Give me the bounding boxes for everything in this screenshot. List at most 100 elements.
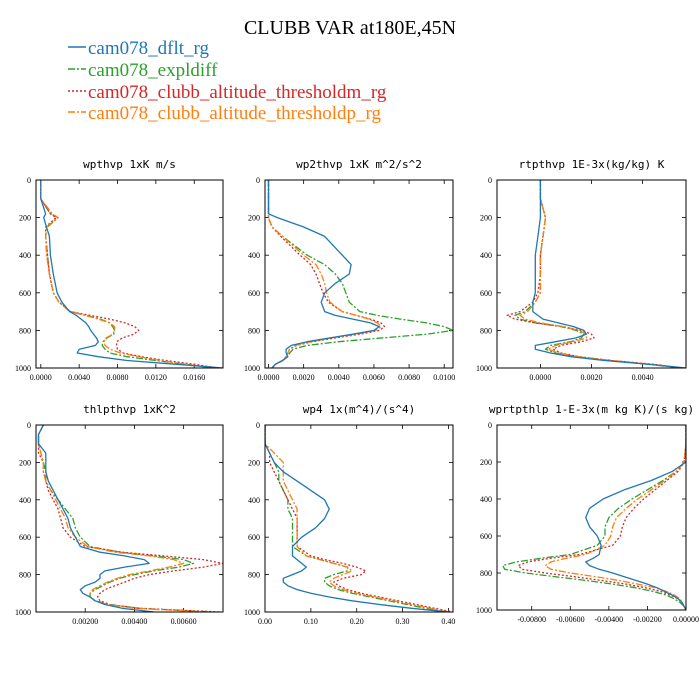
panel-4-ytick-label: 200 xyxy=(19,458,31,467)
panel-2-ytick-label: 0 xyxy=(256,176,260,185)
panel-3-frame xyxy=(496,179,687,369)
panel-1-title: wpthvp 1xK m/s xyxy=(83,158,176,171)
panel-1-xtick-label: 0.0080 xyxy=(107,373,129,382)
panel-1-ytick-label: 0 xyxy=(27,176,31,185)
panel-3-series-1 xyxy=(532,180,686,368)
panel-2-ytick-label: 1000 xyxy=(244,364,260,373)
panel-5-series-3 xyxy=(265,425,453,612)
panel-5-xtick-label: 0.30 xyxy=(396,617,410,626)
panel-3: rtpthvp 1E-3x(kg/kg) K 0 200 400 600 800 1000 0… xyxy=(476,158,687,382)
panel-4-xtick-label: 0.00200 xyxy=(72,617,98,626)
panel-1-series-3 xyxy=(40,180,219,368)
figure-title: CLUBB VAR at180E,45N xyxy=(244,17,456,39)
panel-6-xtick-label: 0.00000 xyxy=(673,615,699,624)
panel-4-ytick-label: 400 xyxy=(19,496,31,505)
panel-5-series-1 xyxy=(265,425,449,612)
panel-2-series-4 xyxy=(267,180,382,368)
panel-3-ytick-label: 800 xyxy=(480,326,492,335)
panel-1-series-1 xyxy=(40,180,223,368)
panel-5-series-4 xyxy=(265,425,449,612)
panel-6-xtick-label: -0.00800 xyxy=(517,615,546,624)
panel-3-ytick-label: 600 xyxy=(480,289,492,298)
panel-6-ytick-label: 200 xyxy=(480,458,492,467)
legend-label-1: cam078_dflt_rg xyxy=(88,38,210,59)
panel-5-ytick-label: 200 xyxy=(248,458,260,467)
panel-1-frame xyxy=(35,179,224,369)
panel-4: thlpthvp 1xK^2 0 200 400 600 800 1000 0.00200 0.… xyxy=(15,403,224,626)
panel-2-ytick-label: 600 xyxy=(248,289,260,298)
panel-6-ytick-label: 600 xyxy=(480,532,492,541)
panel-5-xtick-label: 0.00 xyxy=(258,617,272,626)
legend-item-2: cam078_expldiff xyxy=(68,60,218,81)
panel-5-ytick-label: 0 xyxy=(256,421,260,430)
panel-5-ytick-label: 400 xyxy=(248,496,260,505)
panel-2-xtick-label: 0.0020 xyxy=(293,373,315,382)
panel-3-xtick-label: 0.0000 xyxy=(529,373,551,382)
panel-4-series-4 xyxy=(37,425,209,612)
panel-6-xtick-label: -0.00600 xyxy=(556,615,585,624)
panel-6-ytick-label: 800 xyxy=(480,569,492,578)
panel-6-series-3 xyxy=(517,425,686,610)
panel-2-frame xyxy=(264,179,454,369)
panel-5-frame xyxy=(264,424,454,613)
panel-2-ytick-label: 400 xyxy=(248,251,260,260)
panel-4-ytick-label: 1000 xyxy=(15,608,31,617)
panel-4-frame xyxy=(35,424,224,613)
panel-5-ytick-label: 600 xyxy=(248,533,260,542)
panel-4-series-1 xyxy=(37,425,155,612)
panel-2-title: wp2thvp 1xK m^2/s^2 xyxy=(296,158,422,171)
legend-label-3: cam078_clubb_altitude_thresholdm_rg xyxy=(88,82,387,103)
panel-2: wp2thvp 1xK m^2/s^2020040060080010000.00… xyxy=(244,158,455,382)
panel-3-ytick-label: 1000 xyxy=(476,364,492,373)
legend-label-4: cam078_clubb_altitude_thresholdp_rg xyxy=(88,103,382,124)
panel-6-xtick-label: -0.00400 xyxy=(595,615,624,624)
panel-1-ytick-label: 800 xyxy=(19,326,31,335)
panel-4-ytick-label: 600 xyxy=(19,533,31,542)
panel-4-title: thlpthvp 1xK^2 xyxy=(83,403,176,416)
legend: cam078_dflt_rg cam078_expldiff cam078_cl… xyxy=(68,38,387,124)
panel-3-title: rtpthvp 1E-3x(kg/kg) K xyxy=(519,158,665,171)
legend-item-1: cam078_dflt_rg xyxy=(68,38,210,59)
legend-item-3: cam078_clubb_altitude_thresholdm_rg xyxy=(68,82,387,103)
panel-6-series-4 xyxy=(544,425,686,610)
panel-2-xtick-label: 0.0000 xyxy=(258,373,280,382)
panel-2-ytick-label: 200 xyxy=(248,214,260,223)
panel-6-ytick-label: 1000 xyxy=(476,606,492,615)
panel-6-series-1 xyxy=(585,425,686,610)
panel-1-xtick-label: 0.0040 xyxy=(68,373,90,382)
panel-2-ytick-label: 800 xyxy=(248,326,260,335)
panel-6-ytick-label: 400 xyxy=(480,495,492,504)
panel-5-ytick-label: 1000 xyxy=(244,608,260,617)
panel-3-xtick-label: 0.0040 xyxy=(632,373,654,382)
panel-1-ytick-label: 200 xyxy=(19,214,31,223)
panel-6-series-2 xyxy=(502,425,686,610)
panel-6-ytick-label: 0 xyxy=(488,421,492,430)
panel-3-series-3 xyxy=(506,180,684,368)
panel-3-ytick-label: 200 xyxy=(480,214,492,223)
panel-1-xtick-label: 0.0120 xyxy=(145,373,167,382)
panel-2-xtick-label: 0.0080 xyxy=(398,373,420,382)
panel-6-frame xyxy=(496,424,687,611)
panel-3-series-4 xyxy=(519,180,681,368)
panel-5-xtick-label: 0.10 xyxy=(304,617,318,626)
panel-5-xtick-label: 0.40 xyxy=(441,617,455,626)
panel-2-xtick-label: 0.0100 xyxy=(433,373,455,382)
panel-2-xtick-label: 0.0060 xyxy=(363,373,385,382)
legend-label-2: cam078_expldiff xyxy=(88,60,218,81)
panel-1-ytick-label: 1000 xyxy=(15,364,31,373)
panel-3-xtick-label: 0.0020 xyxy=(581,373,603,382)
panel-2-xtick-label: 0.0040 xyxy=(328,373,350,382)
panel-5-xtick-label: 0.20 xyxy=(350,617,364,626)
panel-4-ytick-label: 0 xyxy=(27,421,31,430)
panel-3-ytick-label: 400 xyxy=(480,251,492,260)
panel-1-xtick-label: 0.0000 xyxy=(30,373,52,382)
panel-5-ytick-label: 800 xyxy=(248,571,260,580)
panel-1-xtick-label: 0.0160 xyxy=(183,373,205,382)
panel-4-xtick-label: 0.00600 xyxy=(171,617,197,626)
panel-3-ytick-label: 0 xyxy=(488,176,492,185)
panel-4-xtick-label: 0.00400 xyxy=(121,617,147,626)
